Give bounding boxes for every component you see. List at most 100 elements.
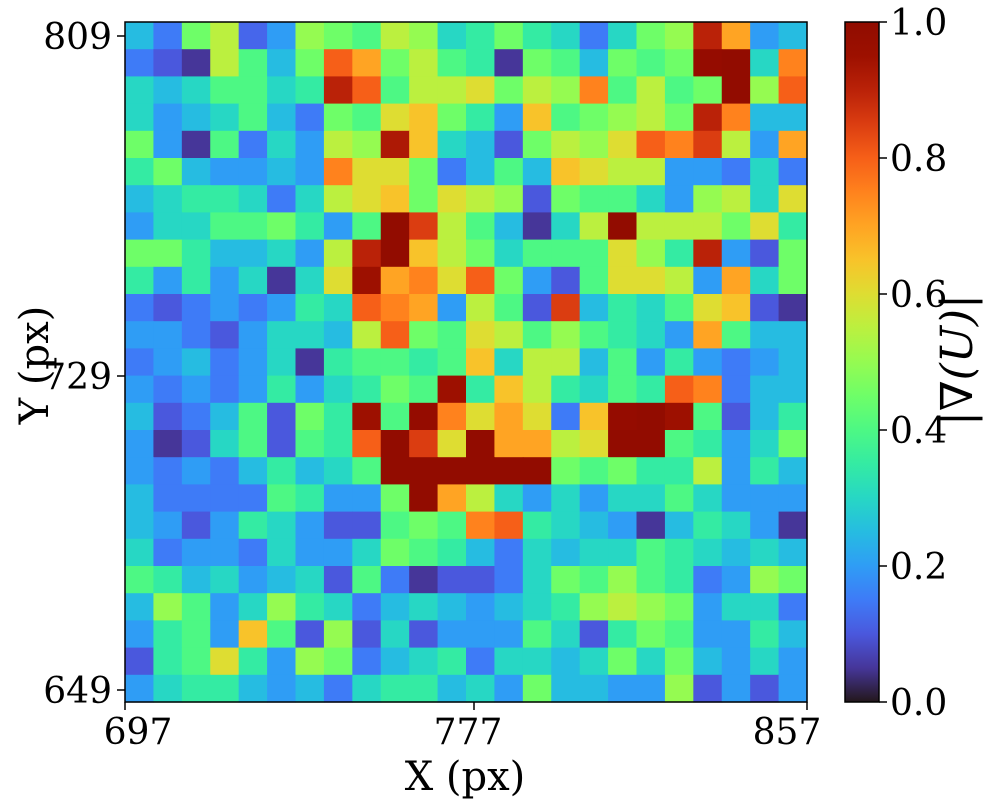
heatmap-cell: [721, 158, 751, 186]
heatmap-cell: [238, 103, 268, 132]
heatmap-cell: [181, 511, 211, 540]
cbar-tick-label-0: 0.0: [890, 683, 947, 724]
heatmap-cell: [579, 239, 609, 268]
heatmap-cell: [181, 103, 211, 132]
heatmap-cell: [466, 49, 496, 77]
heatmap-cell: [295, 266, 325, 295]
heatmap-cell: [551, 294, 581, 322]
heatmap-cell: [721, 375, 751, 404]
heatmap-cell: [664, 457, 694, 485]
heatmap-cell: [721, 647, 751, 676]
heatmap-cell: [352, 457, 382, 485]
x-tick-label-0: 697: [104, 712, 173, 753]
heatmap-cell: [125, 538, 155, 567]
heatmap-cell: [437, 484, 467, 513]
heatmap-cell: [579, 294, 609, 322]
heatmap-cell: [352, 647, 382, 676]
heatmap-cell: [466, 593, 496, 621]
heatmap-cell: [494, 593, 524, 621]
heatmap-cell: [522, 294, 552, 322]
heatmap-cell: [750, 674, 780, 703]
heatmap-cell: [323, 348, 353, 377]
y-tick-label-2: 649: [43, 671, 112, 712]
heatmap-cell: [153, 375, 183, 404]
heatmap-cell: [494, 647, 524, 676]
heatmap-cell: [181, 647, 211, 676]
heatmap-cell: [608, 430, 638, 458]
heatmap-cell: [181, 430, 211, 458]
heatmap-cell: [522, 511, 552, 540]
heatmap-cell: [409, 76, 439, 105]
heatmap-cell: [210, 620, 240, 649]
heatmap-cell: [409, 647, 439, 676]
heatmap-cell: [352, 266, 382, 295]
heatmap-cell: [409, 130, 439, 159]
heatmap-cell: [267, 402, 297, 431]
heatmap-cell: [750, 212, 780, 241]
heatmap-cell: [323, 76, 353, 105]
heatmap-cell: [522, 457, 552, 485]
heatmap-cell: [267, 130, 297, 159]
heatmap-cell: [636, 266, 666, 295]
heatmap-cell: [778, 566, 808, 594]
heatmap-cell: [636, 49, 666, 77]
heatmap-cell: [693, 321, 723, 349]
heatmap-cell: [409, 321, 439, 349]
heatmap-cell: [778, 538, 808, 567]
heatmap-cell: [551, 22, 581, 50]
heatmap-cell: [437, 266, 467, 295]
heatmap-cell: [125, 457, 155, 485]
heatmap-cell: [579, 538, 609, 567]
heatmap-cell: [181, 620, 211, 649]
heatmap-cell: [693, 538, 723, 567]
heatmap-cell: [750, 76, 780, 105]
heatmap-cell: [210, 294, 240, 322]
heatmap-cell: [551, 103, 581, 132]
heatmap-cell: [295, 185, 325, 213]
heatmap-cell: [693, 484, 723, 513]
heatmap-cell: [380, 76, 410, 105]
heatmap-cell: [437, 103, 467, 132]
heatmap-cell: [664, 294, 694, 322]
y-axis-label: Y (px): [12, 306, 58, 426]
heatmap-cell: [295, 239, 325, 268]
heatmap-cell: [750, 620, 780, 649]
heatmap-cell: [466, 130, 496, 159]
heatmap-cell: [494, 484, 524, 513]
heatmap-cell: [664, 212, 694, 241]
heatmap-cell: [494, 375, 524, 404]
heatmap-cell: [380, 402, 410, 431]
cbar-tick-label-4: 0.8: [890, 139, 947, 180]
heatmap-cell: [608, 266, 638, 295]
heatmap-cell: [267, 538, 297, 567]
heatmap-cell: [323, 457, 353, 485]
heatmap-cell: [295, 538, 325, 567]
heatmap-cell: [494, 402, 524, 431]
heatmap-cell: [693, 212, 723, 241]
heatmap-cell: [267, 430, 297, 458]
heatmap-cell: [664, 647, 694, 676]
heatmap-cell: [181, 22, 211, 50]
heatmap-cell: [466, 239, 496, 268]
heatmap-cell: [295, 22, 325, 50]
heatmap-cell: [693, 239, 723, 268]
heatmap-cell: [636, 103, 666, 132]
heatmap-cell: [295, 620, 325, 649]
heatmap-cell: [295, 49, 325, 77]
heatmap-cell: [437, 212, 467, 241]
heatmap-cell: [721, 457, 751, 485]
heatmap-cell: [522, 566, 552, 594]
heatmap-cell: [267, 266, 297, 295]
heatmap-cell: [181, 294, 211, 322]
heatmap-cell: [323, 375, 353, 404]
heatmap-cell: [210, 185, 240, 213]
heatmap-cell: [579, 212, 609, 241]
heatmap-cell: [664, 566, 694, 594]
heatmap-cell: [778, 212, 808, 241]
heatmap-cell: [693, 103, 723, 132]
heatmap-cell: [636, 430, 666, 458]
plot-frame: [124, 21, 808, 703]
heatmap-cell: [693, 348, 723, 377]
heatmap-cell: [181, 593, 211, 621]
heatmap-cell: [579, 566, 609, 594]
